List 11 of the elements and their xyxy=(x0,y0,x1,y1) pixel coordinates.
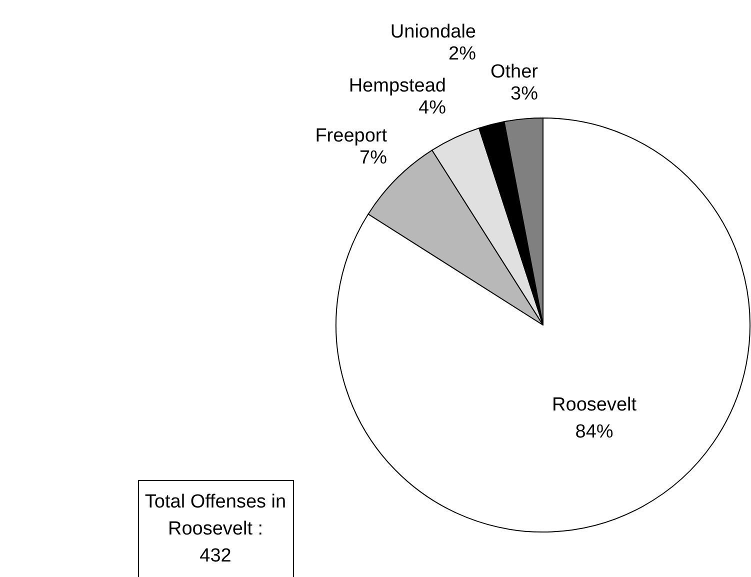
slice-label: Freeport xyxy=(315,126,388,146)
data-label: 2% xyxy=(448,44,476,64)
slice-label: Hempstead xyxy=(348,76,446,96)
data-label: 7% xyxy=(360,148,388,168)
data-label: 84% xyxy=(575,421,614,442)
slice-label: Uniondale xyxy=(390,22,476,42)
slice-label: Roosevelt xyxy=(552,394,638,416)
text: Total Offenses in Roosevelt : 432 xyxy=(144,492,286,566)
slice-label: Other xyxy=(490,62,539,82)
data-label: 4% xyxy=(418,98,446,118)
data-label: 3% xyxy=(510,84,538,104)
